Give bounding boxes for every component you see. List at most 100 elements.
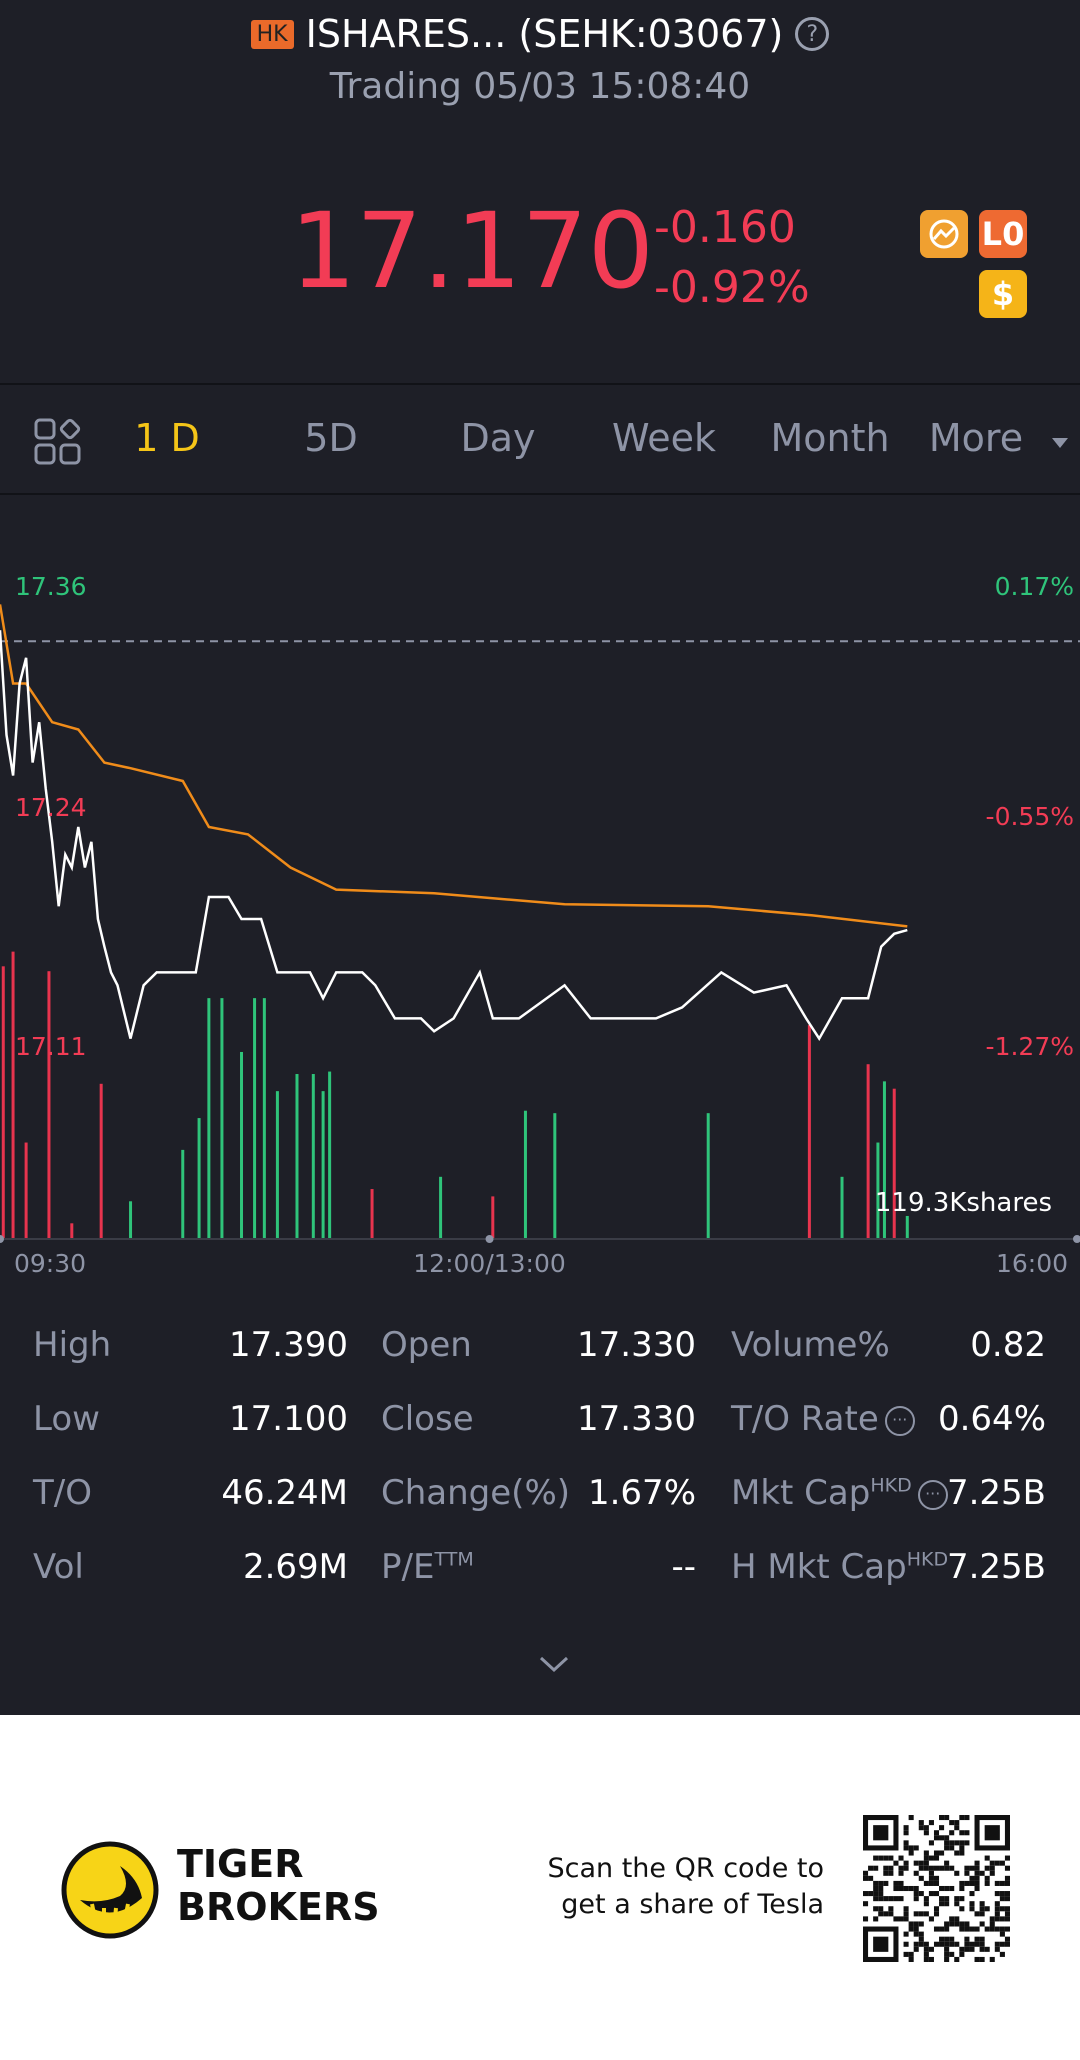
volume-bar [11,951,15,1238]
promo-line: get a share of Tesla [561,1889,824,1920]
stat-value: 46.24M [221,1473,348,1513]
tiger-logo [61,1841,159,1939]
stat-label: Mkt Cap [731,1473,871,1513]
brand-line: BROKERS [177,1885,380,1929]
icon-glyph [929,219,959,249]
stat-value: 0.82 [970,1325,1046,1365]
expand-chevron[interactable] [538,1654,570,1674]
stat-cell: T/O Rate ··· [731,1399,915,1439]
stat-label: H Mkt Cap [731,1547,907,1587]
stat-value: -- [671,1547,696,1587]
volume-bar [876,1142,880,1238]
volume-bar [99,1083,103,1238]
promo-line: Scan the QR code to [547,1853,824,1884]
info-icon[interactable]: ··· [917,1479,948,1510]
volume-bar [321,1091,325,1238]
volume-bar [295,1074,299,1238]
average-line [0,604,908,928]
volume-bar [491,1196,495,1238]
tab[interactable]: Month [770,416,890,460]
stat-label: Low [33,1399,100,1439]
tab[interactable]: 5D [304,416,358,460]
stat-value: 7.25B [946,1473,1046,1513]
tab[interactable]: More [928,416,1024,460]
x-tick [1073,1235,1080,1243]
header: HK ISHARES... (SEHK:03067) ? [0,12,1080,56]
qr-code[interactable] [863,1815,1010,1962]
volume-bar [370,1189,374,1238]
market-badge: HK [250,19,294,49]
dropdown-arrow [1052,438,1068,448]
stat-sup: TTM [434,1548,474,1571]
divider [0,383,1080,385]
volume-bar [866,1064,870,1238]
volume-bar [220,998,224,1238]
title: ISHARES... (SEHK:03067) [305,12,784,56]
stat-value: 17.100 [229,1399,348,1439]
volume-bar [197,1118,201,1238]
volume-bar [47,971,51,1238]
info-icon[interactable]: ··· [884,1405,915,1436]
volume-bar [275,1091,279,1238]
x-tick-label: 12:00/13:00 [413,1249,566,1278]
stat-cell: H Mkt CapHKD [731,1547,948,1587]
stat-label: Volume% [731,1325,890,1365]
volume-bar [207,998,211,1238]
volume-bar [240,1051,244,1238]
stat-sup: HKD [870,1474,912,1497]
volume-bar [553,1113,557,1238]
volume-bar [262,998,266,1238]
chart-icon[interactable] [920,210,968,258]
x-tick [485,1235,494,1243]
stat-value: 1.67% [587,1473,696,1513]
stat-sup: HKD [906,1548,949,1571]
volume-max-label: 119.3Kshares [875,1188,1052,1218]
volume-bar [706,1113,710,1238]
brand-line: TIGER [177,1842,304,1886]
status: Trading 05/03 15:08:40 [329,66,751,107]
stat-label: T/O Rate [731,1399,879,1439]
currency-icon[interactable]: $ [979,270,1027,318]
layout-icon[interactable] [34,418,82,466]
volume-bar [892,1088,896,1238]
volume-bar [181,1149,185,1238]
intraday-chart: 17.36 17.24 17.11 0.17% -0.55% -1.27% 119.3Ksh… [0,572,1080,1278]
price: 17.170 [290,190,654,312]
volume-bar [328,1071,332,1238]
tab[interactable]: 1 D [134,416,200,460]
y-tick-label: 17.11 [15,1032,87,1061]
footer: TIGER BROKERS Scan the QR code to get a … [0,1715,1080,2060]
help-icon[interactable]: ? [795,17,830,51]
volume-bar [882,1081,886,1238]
stat-label: Vol [33,1547,84,1587]
stat-value: 2.69M [242,1547,348,1587]
stat-value: 0.64% [937,1399,1046,1439]
divider [0,493,1080,495]
stat-cell: Mkt CapHKD ··· [731,1473,948,1513]
stat-value: 17.330 [577,1325,696,1365]
tab[interactable]: Week [611,416,717,460]
change: -0.160 [654,202,796,253]
volume-bar [840,1176,844,1238]
y-tick-label: 17.24 [15,793,87,822]
volume-bar [905,1215,909,1238]
level-icon[interactable]: L0 [979,210,1027,258]
y2-tick-label: -1.27% [986,1032,1074,1061]
y-tick-label: 17.36 [15,572,87,601]
price-line [0,630,908,1042]
volume-bar [311,1074,315,1238]
volume-bar [129,1201,133,1238]
tab[interactable]: Day [460,416,536,460]
volume-bar [439,1176,443,1238]
stat-value: 17.330 [577,1399,696,1439]
change-pct: -0.92% [654,262,810,313]
volume-bar [523,1110,527,1238]
x-tick-label: 09:30 [14,1249,86,1278]
stat-label: High [33,1325,112,1365]
y2-tick-label: -0.55% [986,802,1074,831]
stat-label: Open [381,1325,472,1365]
volume-bar [253,998,257,1238]
stat-label: Close [381,1399,474,1439]
y2-tick-label: 0.17% [995,572,1074,601]
stat-label: Change(%) [381,1473,571,1513]
